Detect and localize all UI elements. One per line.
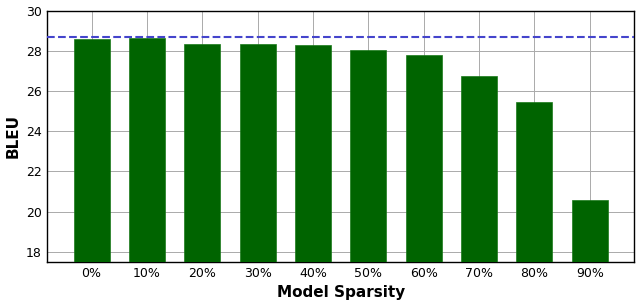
X-axis label: Model Sparsity: Model Sparsity xyxy=(276,285,404,300)
Bar xyxy=(516,102,552,306)
Bar xyxy=(129,38,165,306)
Bar xyxy=(239,44,276,306)
Bar xyxy=(184,44,220,306)
Bar xyxy=(572,200,608,306)
Bar xyxy=(350,50,387,306)
Bar xyxy=(406,55,442,306)
Bar xyxy=(74,39,109,306)
Bar xyxy=(461,76,497,306)
Bar xyxy=(295,45,331,306)
Y-axis label: BLEU: BLEU xyxy=(6,114,20,158)
